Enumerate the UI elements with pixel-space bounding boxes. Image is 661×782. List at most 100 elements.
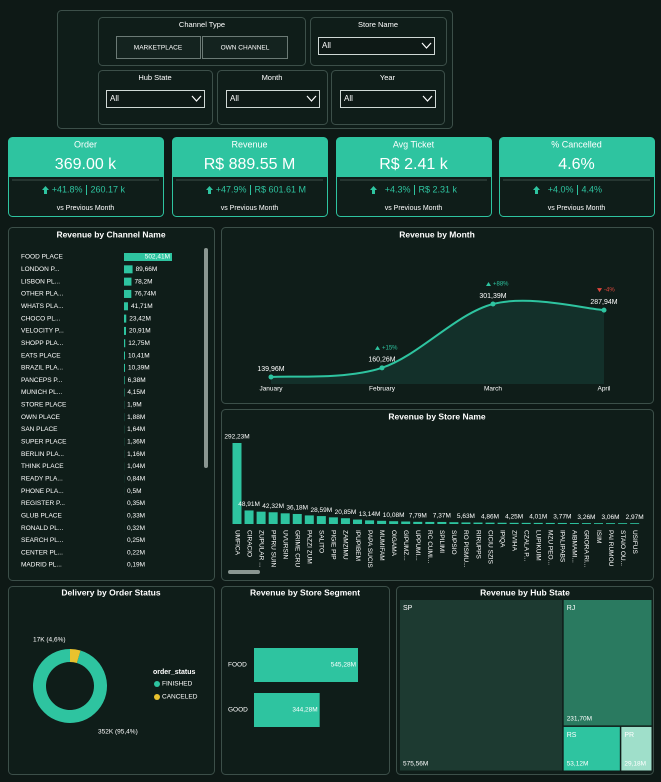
- bar: [473, 522, 483, 524]
- bar: [630, 523, 640, 524]
- treemap-cell: [563, 726, 620, 771]
- slice-label: 17K (4,6%): [33, 637, 66, 644]
- dropdown[interactable]: [106, 90, 205, 108]
- x-tick-label: PIPRU SUIN: [269, 530, 276, 568]
- annotation-arrow: [597, 288, 602, 293]
- kpi-header: [172, 137, 328, 177]
- bar: [280, 513, 290, 524]
- dropdown-value[interactable]: All: [230, 94, 239, 103]
- value-label: 12,75M: [128, 340, 150, 347]
- annotation: -4%: [604, 288, 615, 294]
- kpi-change: +41.8%: [52, 184, 83, 194]
- category-label: BERLIN PLA...: [21, 451, 64, 458]
- legend-label: CANCELED: [162, 694, 198, 701]
- kpi-previous: 4.4%: [582, 184, 603, 194]
- value-label: 0,22M: [127, 549, 145, 556]
- annotation-arrow: [486, 282, 491, 286]
- category-label: LONDON P...: [21, 266, 60, 273]
- up-arrow: [533, 186, 540, 194]
- chart-title: Revenue by Channel Name: [56, 229, 165, 239]
- slice-label: 352K (95,4%): [98, 729, 138, 736]
- value-label: 1,88M: [127, 414, 145, 421]
- value-label: 20,91M: [129, 328, 151, 335]
- value-label: 28,59M: [311, 507, 333, 514]
- bar: [268, 512, 278, 524]
- category-label: STORE PLACE: [21, 402, 67, 409]
- bar: [437, 521, 447, 524]
- dropdown-value[interactable]: All: [322, 41, 331, 50]
- category-label: GOOD: [228, 707, 248, 714]
- filter-option[interactable]: OWN CHANNEL: [221, 45, 270, 52]
- value-label: 89,66M: [136, 266, 158, 273]
- category-label: PANCEPS P...: [21, 377, 62, 384]
- x-tick-label: MZU PEO...: [547, 530, 554, 565]
- bar: [461, 522, 471, 524]
- chart-title: Revenue by Store Segment: [250, 587, 360, 597]
- dropdown[interactable]: [340, 90, 436, 108]
- line: [270, 299, 605, 378]
- bar: [581, 523, 591, 524]
- x-tick-label: LUPIKUIM: [535, 530, 542, 561]
- value-label: 0,84M: [127, 475, 145, 482]
- x-tick-label: April: [597, 386, 611, 393]
- legend-swatch: [154, 681, 160, 687]
- bar: [124, 351, 125, 360]
- value-label: 1,04M: [127, 463, 145, 470]
- bar: [124, 339, 126, 348]
- dropdown-value[interactable]: All: [110, 94, 119, 103]
- x-tick-label: SPILIMI: [438, 530, 445, 553]
- kpi-previous: R$ 2.31 k: [419, 184, 458, 194]
- chart-title: Revenue by Store Name: [388, 411, 486, 421]
- value-label: 344,28M: [292, 707, 317, 714]
- x-tick-label: PIGIE PIP: [330, 530, 337, 560]
- filter-option[interactable]: MARKETPLACE: [134, 45, 183, 52]
- value-label: 160,26M: [368, 357, 395, 364]
- bar: [353, 519, 362, 524]
- bar: [377, 520, 387, 524]
- dropdown[interactable]: [226, 90, 320, 108]
- filter-button[interactable]: [116, 36, 201, 59]
- value-label: 5,63M: [457, 513, 475, 520]
- dropdown-value[interactable]: All: [344, 94, 353, 103]
- treemap-cell: [621, 726, 652, 771]
- area: [271, 300, 604, 384]
- value-label: 7,79M: [409, 513, 427, 520]
- dropdown-arrow: [421, 42, 432, 49]
- kpi-change: +4.3%: [385, 184, 411, 194]
- bar: [124, 265, 133, 274]
- cell-label: RS: [567, 732, 577, 739]
- value-label: 6,38M: [128, 377, 146, 384]
- value-label: 301,39M: [479, 293, 506, 300]
- bar: [521, 522, 531, 524]
- cell-label: PR: [624, 732, 634, 739]
- filter-button[interactable]: [202, 36, 288, 59]
- annotation: +15%: [382, 345, 398, 351]
- bar: [254, 648, 358, 682]
- x-tick-label: RC CUMI...: [426, 530, 433, 563]
- value-label: 4,25M: [505, 514, 523, 521]
- value-label: 1,16M: [127, 451, 145, 458]
- scrollbar: [204, 248, 208, 468]
- panel: [221, 409, 654, 581]
- value-label: 0,35M: [127, 500, 145, 507]
- value-label: 139,96M: [257, 366, 284, 373]
- value-label: 0,32M: [127, 525, 145, 532]
- value-label: 4,15M: [127, 389, 145, 396]
- point: [379, 365, 385, 371]
- value-label: 10,41M: [128, 352, 150, 359]
- filter-label: Hub State: [138, 73, 171, 82]
- value-label: 1,64M: [127, 426, 145, 433]
- x-tick-label: OIGAMA: [390, 530, 397, 557]
- kpi-previous: R$ 601.61 M: [255, 184, 307, 194]
- x-tick-label: IPUPIBEM: [354, 530, 361, 561]
- bar: [401, 521, 411, 524]
- x-tick-label: February: [369, 386, 396, 393]
- value-label: 502,41M: [145, 254, 170, 261]
- dropdown[interactable]: [318, 37, 435, 55]
- cell-value: 29,18M: [624, 761, 646, 768]
- x-tick-label: IPIQA: [498, 530, 505, 548]
- bar: [244, 510, 254, 524]
- treemap-cell: [563, 600, 652, 726]
- bar: [557, 522, 567, 524]
- dropdown-arrow: [306, 95, 317, 102]
